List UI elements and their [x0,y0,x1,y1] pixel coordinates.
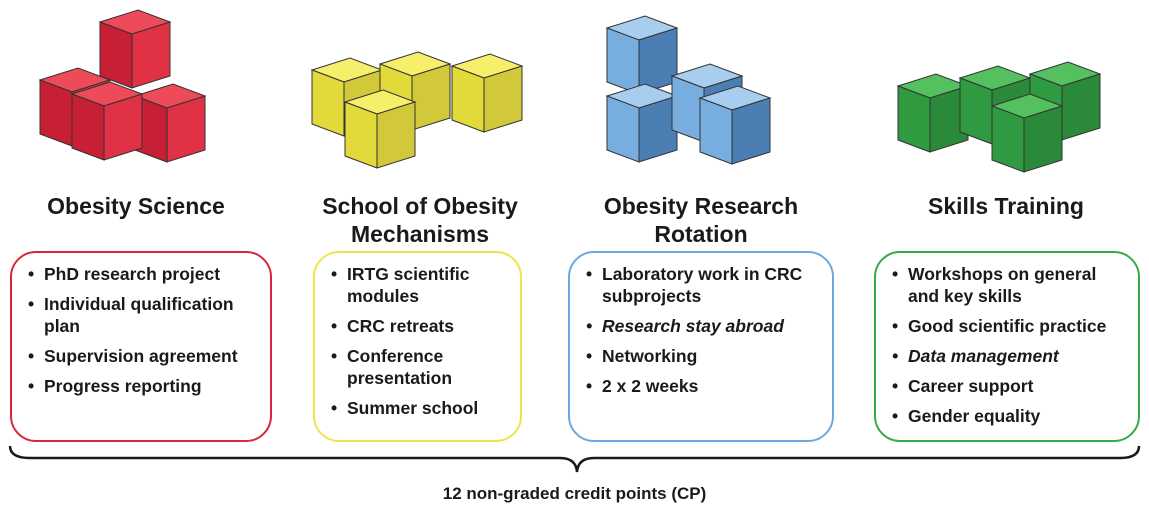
list-item: Data management [892,345,1132,367]
list-item: Summer school [331,397,512,419]
list-item: 2 x 2 weeks [586,375,824,397]
list-item: Research stay abroad [586,315,824,337]
list-item: Laboratory work in CRC subprojects [586,263,824,307]
list-item: Workshops on general and key skills [892,263,1132,307]
list-item: CRC retreats [331,315,512,337]
list-item: PhD research project [28,263,262,285]
column-title-obesity-science: Obesity Science [47,193,225,219]
list-item: Conference presentation [331,345,512,389]
list-item: Gender equality [892,405,1132,427]
list-item: Supervision agreement [28,345,262,367]
skills-training-box: Workshops on general and key skills Good… [874,251,1140,442]
list-item: Networking [586,345,824,367]
list-item: IRTG scientific modules [331,263,512,307]
credit-points-label: 12 non-graded credit points (CP) [442,484,707,503]
school-of-obesity-mechanisms-box: IRTG scientific modules CRC retreats Con… [313,251,522,442]
list-item: Individual qualification plan [28,293,262,337]
column-title-skills-training: Skills Training [928,193,1084,219]
column-title-school-of-obesity-mechanisms: School of Obesity Mechanisms [322,193,518,247]
column-title-obesity-research-rotation: Obesity Research Rotation [603,193,799,247]
obesity-science-box: PhD research project Individual qualific… [10,251,272,442]
obesity-research-rotation-box: Laboratory work in CRC subprojects Resea… [568,251,834,442]
list-item: Good scientific practice [892,315,1132,337]
list-item: Progress reporting [28,375,262,397]
list-item: Career support [892,375,1132,397]
